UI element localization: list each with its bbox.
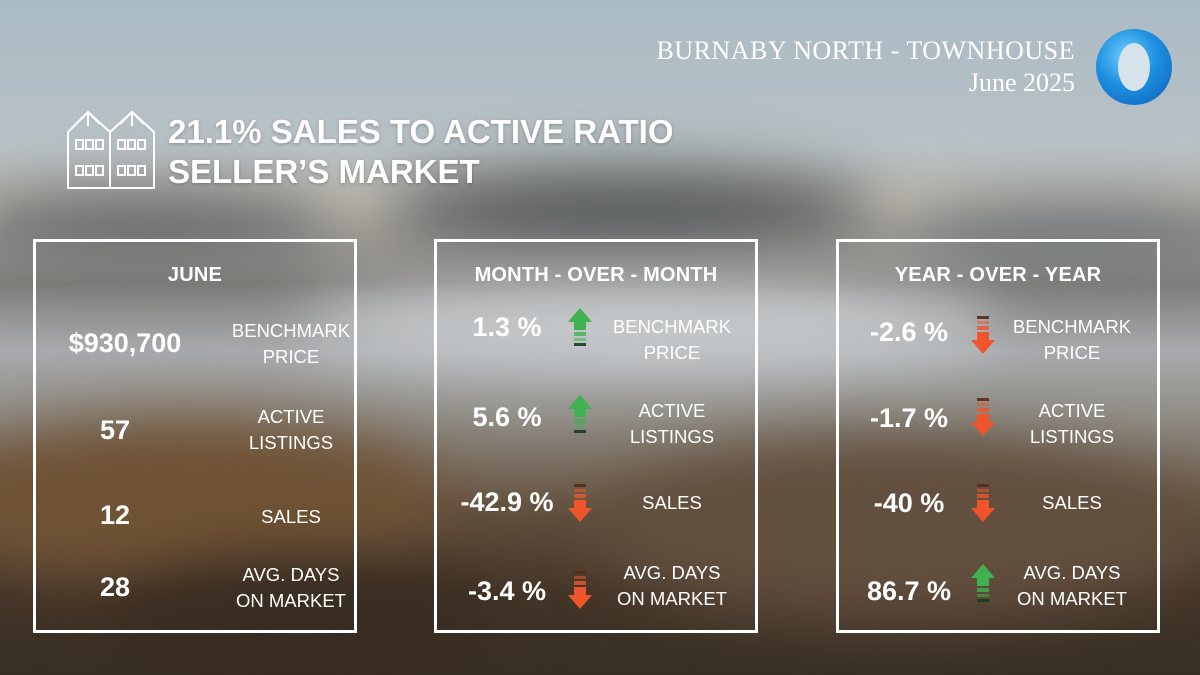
- year-over-year-panel: YEAR - OVER - YEAR -2.6 % BENCHMARK PRICE…: [836, 239, 1160, 633]
- sales-value: 12: [99, 500, 131, 530]
- active-listings-label: ACTIVE LISTINGS: [1029, 400, 1115, 447]
- sales-change: -40 %: [873, 488, 945, 518]
- benchmark-price-value: $930,700: [68, 328, 182, 358]
- benchmark-price-label: BENCHMARK PRICE: [1012, 316, 1132, 363]
- arrow-down-icon: [971, 316, 995, 354]
- report-date: June 2025: [968, 68, 1075, 97]
- report-title: BURNABY NORTH - TOWNHOUSE: [656, 36, 1075, 65]
- arrow-down-icon: [971, 484, 995, 522]
- avg-days-label: AVG. DAYS ON MARKET: [617, 562, 727, 609]
- active-listings-label: ACTIVE LISTINGS: [629, 400, 715, 447]
- avg-days-change: -3.4 %: [467, 576, 547, 606]
- avg-days-label: AVG. DAYS ON MARKET: [236, 564, 346, 611]
- market-type-text: SELLER’S MARKET: [168, 153, 480, 190]
- june-panel: JUNE $930,700 BENCHMARK PRICE 57 ACTIVE LI…: [33, 239, 357, 633]
- sales-ratio-text: 21.1% SALES TO ACTIVE RATIO: [168, 113, 674, 150]
- avg-days-change: 86.7 %: [866, 576, 952, 606]
- sales-label: SALES: [1042, 492, 1102, 513]
- sales-label: SALES: [642, 492, 702, 513]
- active-listings-label: ACTIVE LISTINGS: [248, 406, 334, 453]
- sales-change: -42.9 %: [460, 487, 554, 517]
- panel-title: YEAR - OVER - YEAR: [894, 264, 1102, 286]
- brand-logo-icon: [1096, 29, 1172, 105]
- active-listings-change: 5.6 %: [472, 402, 542, 432]
- townhouse-icon: [67, 110, 155, 189]
- arrow-up-icon: [568, 308, 592, 346]
- avg-days-value: 28: [99, 572, 131, 602]
- arrow-up-icon: [971, 564, 995, 602]
- active-listings-value: 57: [99, 415, 131, 445]
- benchmark-price-change: -2.6 %: [869, 317, 949, 347]
- arrow-down-icon: [568, 571, 592, 609]
- arrow-down-icon: [971, 398, 995, 436]
- sales-label: SALES: [261, 506, 321, 527]
- panel-title: JUNE: [167, 264, 223, 286]
- report-header: BURNABY NORTH - TOWNHOUSE June 2025: [656, 36, 1075, 98]
- benchmark-price-label: BENCHMARK PRICE: [231, 320, 351, 367]
- arrow-down-icon: [568, 484, 592, 522]
- active-listings-change: -1.7 %: [869, 403, 949, 433]
- benchmark-price-label: BENCHMARK PRICE: [612, 316, 732, 363]
- headline: 21.1% SALES TO ACTIVE RATIO SELLER’S MAR…: [168, 112, 674, 192]
- benchmark-price-change: 1.3 %: [472, 312, 542, 342]
- panel-title: MONTH - OVER - MONTH: [474, 264, 718, 286]
- month-over-month-panel: MONTH - OVER - MONTH 1.3 % BENCHMARK PRIC…: [434, 239, 758, 633]
- avg-days-label: AVG. DAYS ON MARKET: [1017, 562, 1127, 609]
- arrow-up-icon: [568, 395, 592, 433]
